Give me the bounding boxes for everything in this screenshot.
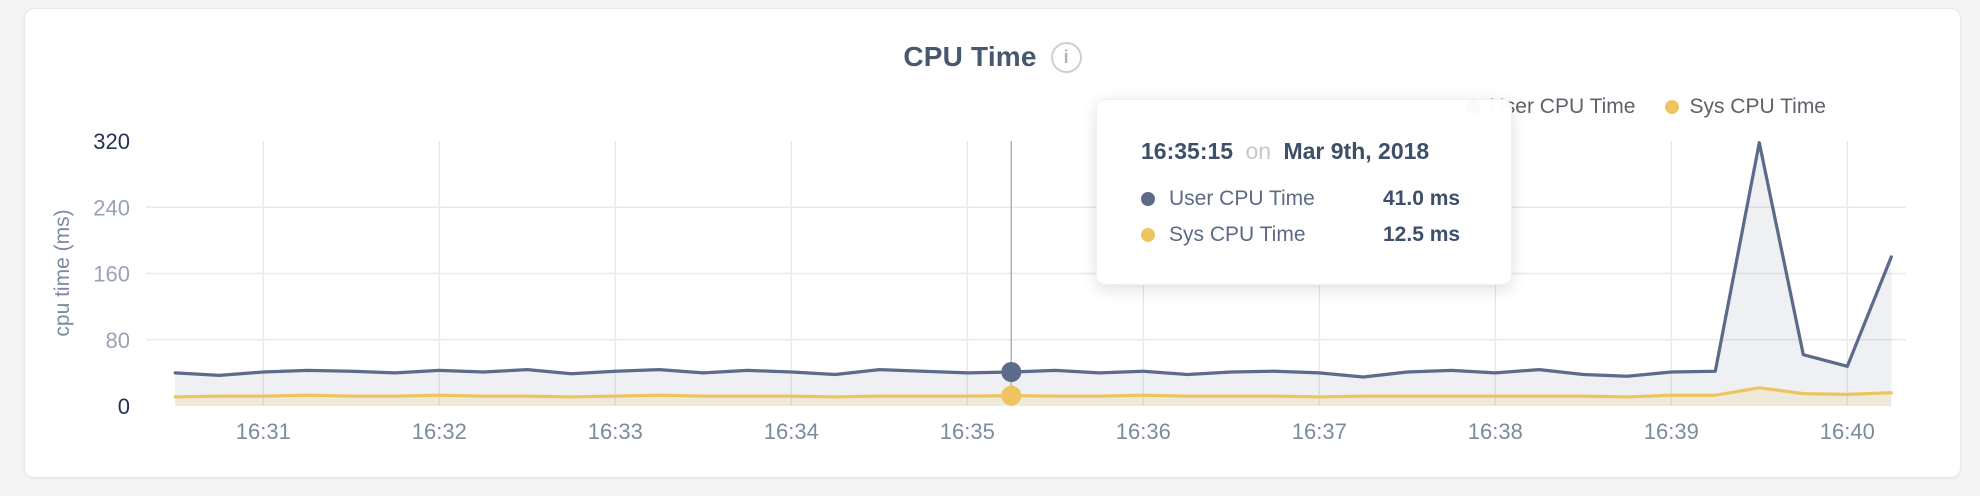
tooltip-row-user-cpu: User CPU Time 41.0 ms bbox=[1141, 181, 1511, 217]
tooltip-rows: User CPU Time 41.0 ms Sys CPU Time 12.5 ms bbox=[1141, 181, 1511, 253]
user-cpu-highlight-dot bbox=[1001, 362, 1022, 382]
tooltip-row-sys-cpu: Sys CPU Time 12.5 ms bbox=[1141, 217, 1511, 253]
x-tick-label: 16:35 bbox=[940, 419, 995, 444]
tooltip-header: 16:35:15 on Mar 9th, 2018 bbox=[1141, 138, 1511, 165]
sys-cpu-line bbox=[173, 386, 1893, 399]
user-cpu-line bbox=[173, 141, 1893, 379]
x-tick-label: 16:33 bbox=[588, 419, 643, 444]
legend-dot bbox=[1665, 100, 1680, 114]
tooltip-connector: on bbox=[1245, 138, 1272, 164]
y-tick-label: 320 bbox=[93, 129, 130, 154]
cpu-time-chart-plot[interactable]: 0 80 160 240 320 16:31 16:32 16:33 16:34 16:35 16:… bbox=[25, 9, 1962, 479]
x-tick-label: 16:32 bbox=[412, 419, 467, 444]
tooltip-date: Mar 9th, 2018 bbox=[1283, 138, 1430, 164]
user-cpu-area bbox=[175, 142, 1892, 406]
x-tick-label: 16:36 bbox=[1116, 419, 1171, 444]
tooltip-series-value: 41.0 ms bbox=[1383, 187, 1461, 210]
legend: User CPU Time Sys CPU Time bbox=[1465, 95, 1826, 119]
tooltip-time: 16:35:15 bbox=[1141, 138, 1234, 164]
legend-label: Sys CPU Time bbox=[1689, 95, 1826, 118]
y-tick-label: 0 bbox=[118, 394, 130, 419]
cpu-time-chart-card: CPU Time i User CPU Time Sys CPU Time 0 80… bbox=[24, 8, 1961, 478]
x-tick-label: 16:40 bbox=[1820, 419, 1875, 444]
x-tick-label: 16:39 bbox=[1644, 419, 1699, 444]
tooltip-series-dot bbox=[1141, 228, 1155, 242]
tooltip-series-dot bbox=[1141, 192, 1155, 206]
x-tick-label: 16:34 bbox=[764, 419, 819, 444]
x-tick-label: 16:38 bbox=[1468, 419, 1523, 444]
y-tick-label: 160 bbox=[93, 262, 130, 287]
chart-title: CPU Time bbox=[903, 41, 1037, 72]
tooltip-series-label: User CPU Time bbox=[1169, 187, 1315, 210]
x-tick-label: 16:37 bbox=[1292, 419, 1347, 444]
tooltip-series-value: 12.5 ms bbox=[1383, 223, 1461, 246]
legend-item-sys-cpu[interactable]: Sys CPU Time bbox=[1665, 95, 1826, 119]
sys-cpu-highlight-dot bbox=[1001, 385, 1022, 406]
legend-label: User CPU Time bbox=[1489, 95, 1636, 118]
chart-header: CPU Time i bbox=[25, 41, 1960, 73]
x-tick-label: 16:31 bbox=[236, 419, 291, 444]
chart-tooltip: 16:35:15 on Mar 9th, 2018 User CPU Time 4… bbox=[1096, 99, 1512, 285]
y-axis-title: cpu time (ms) bbox=[51, 209, 74, 337]
tooltip-series-label: Sys CPU Time bbox=[1169, 223, 1306, 246]
y-tick-label: 240 bbox=[93, 195, 130, 220]
info-icon[interactable]: i bbox=[1050, 41, 1082, 73]
y-tick-label: 80 bbox=[106, 328, 130, 353]
